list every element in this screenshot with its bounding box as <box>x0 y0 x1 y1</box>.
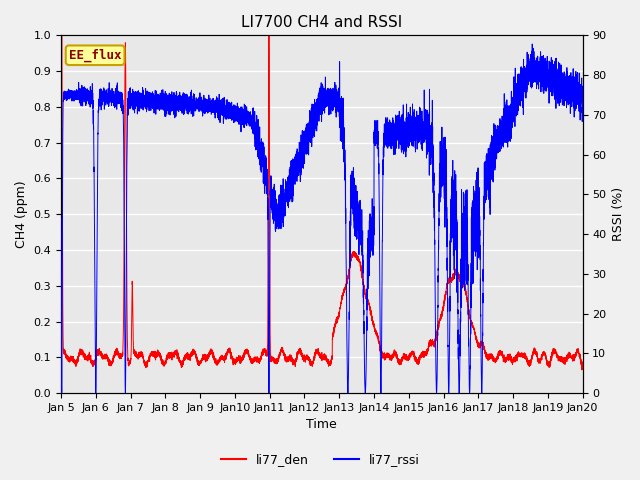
Legend: li77_den, li77_rssi: li77_den, li77_rssi <box>216 448 424 471</box>
Y-axis label: CH4 (ppm): CH4 (ppm) <box>15 180 28 248</box>
Title: LI7700 CH4 and RSSI: LI7700 CH4 and RSSI <box>241 15 403 30</box>
Text: EE_flux: EE_flux <box>69 48 122 62</box>
Y-axis label: RSSI (%): RSSI (%) <box>612 187 625 241</box>
X-axis label: Time: Time <box>307 419 337 432</box>
